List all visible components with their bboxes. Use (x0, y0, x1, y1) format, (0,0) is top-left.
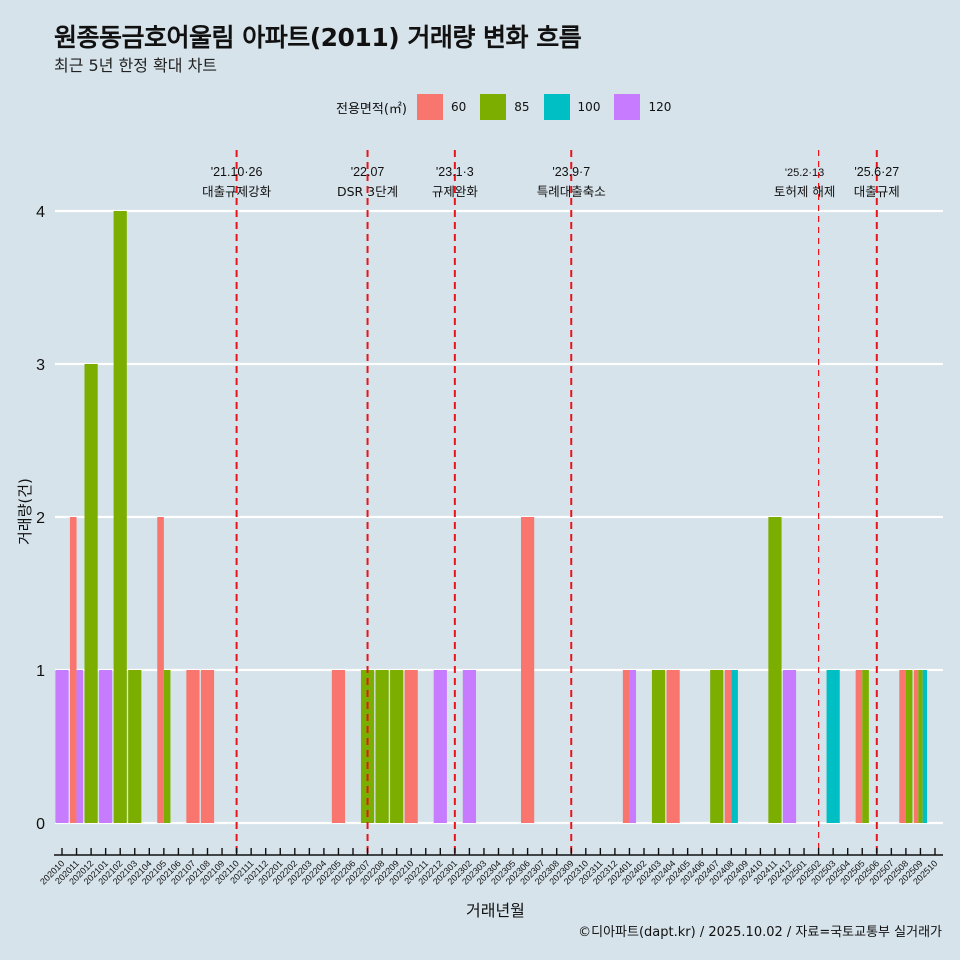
chart-title: 원종동금호어울림 아파트(2011) 거래량 변화 흐름 (54, 23, 582, 52)
x-axis: 2020102020112020122021012021022021032021… (38, 848, 943, 887)
bar-202411-85 (768, 517, 782, 823)
bar-202210-60 (404, 670, 418, 823)
legend-label-120: 120 (648, 100, 672, 114)
event-label: 토허제 해제 (774, 184, 835, 199)
bars (55, 211, 928, 823)
bar-202401-60 (622, 670, 630, 823)
event-date: '25.6·27 (854, 165, 899, 179)
bar-202306-60 (521, 517, 535, 823)
bar-202010-120 (55, 670, 69, 823)
event-date: '22.07 (351, 165, 385, 179)
y-tick-label: 1 (36, 663, 45, 680)
event-label: 특례대출축소 (537, 184, 606, 199)
legend-key-85 (480, 94, 507, 120)
legend-key-120 (614, 94, 641, 120)
bar-202302-120 (462, 670, 476, 823)
bar-202509-100 (922, 670, 928, 823)
bar-202212-120 (433, 670, 447, 823)
event-date: '25.2·13 (785, 167, 824, 179)
bar-202412-120 (782, 670, 797, 823)
legend-label-100: 100 (577, 100, 601, 114)
bar-202011-60 (69, 517, 77, 823)
bar-202403-85 (651, 670, 666, 823)
bar-202207-85 (360, 670, 375, 823)
legend: 전용면적(㎡) 60 85 100 120 (336, 93, 685, 121)
bar-202503-100 (826, 670, 840, 823)
legend-label-60: 60 (450, 100, 467, 114)
bar-202408-100 (731, 670, 738, 823)
event-date: '23.9·7 (552, 165, 590, 179)
bar-202407-85 (710, 670, 724, 823)
y-axis: 0 1 2 3 4 (36, 204, 45, 833)
bar-202102-85 (113, 211, 127, 823)
legend-key-60 (416, 94, 443, 120)
bar-202401-120 (629, 670, 637, 823)
bar-202508-85 (905, 670, 913, 823)
event-date: '23.1·3 (436, 165, 474, 179)
event-label: 대출규제 (854, 184, 900, 199)
bar-202509-85 (918, 670, 923, 823)
chart-subtitle: 최근 5년 한정 확대 차트 (54, 56, 218, 75)
y-tick-label: 0 (36, 816, 45, 833)
legend-label-85: 85 (514, 100, 530, 114)
bar-202101-120 (99, 670, 113, 823)
x-axis-title: 거래년월 (466, 901, 525, 920)
event-date: '21.10·26 (211, 165, 263, 179)
bar-202107-60 (186, 670, 200, 823)
bar-202105-85 (163, 670, 171, 823)
bar-202205-60 (331, 670, 346, 823)
y-tick-label: 2 (36, 510, 45, 527)
legend-key-100 (543, 94, 570, 120)
y-tick-label: 4 (36, 204, 45, 221)
legend-title: 전용면적(㎡) (336, 101, 407, 117)
bar-202012-85 (84, 364, 98, 823)
bar-202011-120 (76, 670, 84, 823)
annotations: '21.10·26 대출규제강화 '22.07 DSR 3단계 '23.1·3 규제완화 '… (202, 150, 900, 855)
bar-202103-85 (128, 670, 142, 823)
bar-202509-60 (913, 670, 919, 823)
bar-202404-60 (666, 670, 680, 823)
source-caption: ©디아파트(dapt.kr) / 2025.10.02 / 자료=국토교통부 실… (578, 925, 942, 940)
event-label: 대출규제강화 (202, 184, 272, 199)
bar-202108-60 (200, 670, 215, 823)
bar-202505-60 (855, 670, 863, 823)
bar-202209-85 (390, 670, 404, 823)
bar-202508-60 (899, 670, 906, 823)
bar-202105-60 (157, 517, 164, 823)
event-label: 규제완화 (432, 184, 479, 199)
bar-202505-85 (862, 670, 869, 823)
bar-202208-85 (375, 670, 389, 823)
y-axis-title: 거래량(건) (16, 478, 34, 545)
y-tick-label: 3 (36, 357, 45, 374)
bar-202408-60 (724, 670, 732, 823)
event-label: DSR 3단계 (337, 184, 398, 199)
